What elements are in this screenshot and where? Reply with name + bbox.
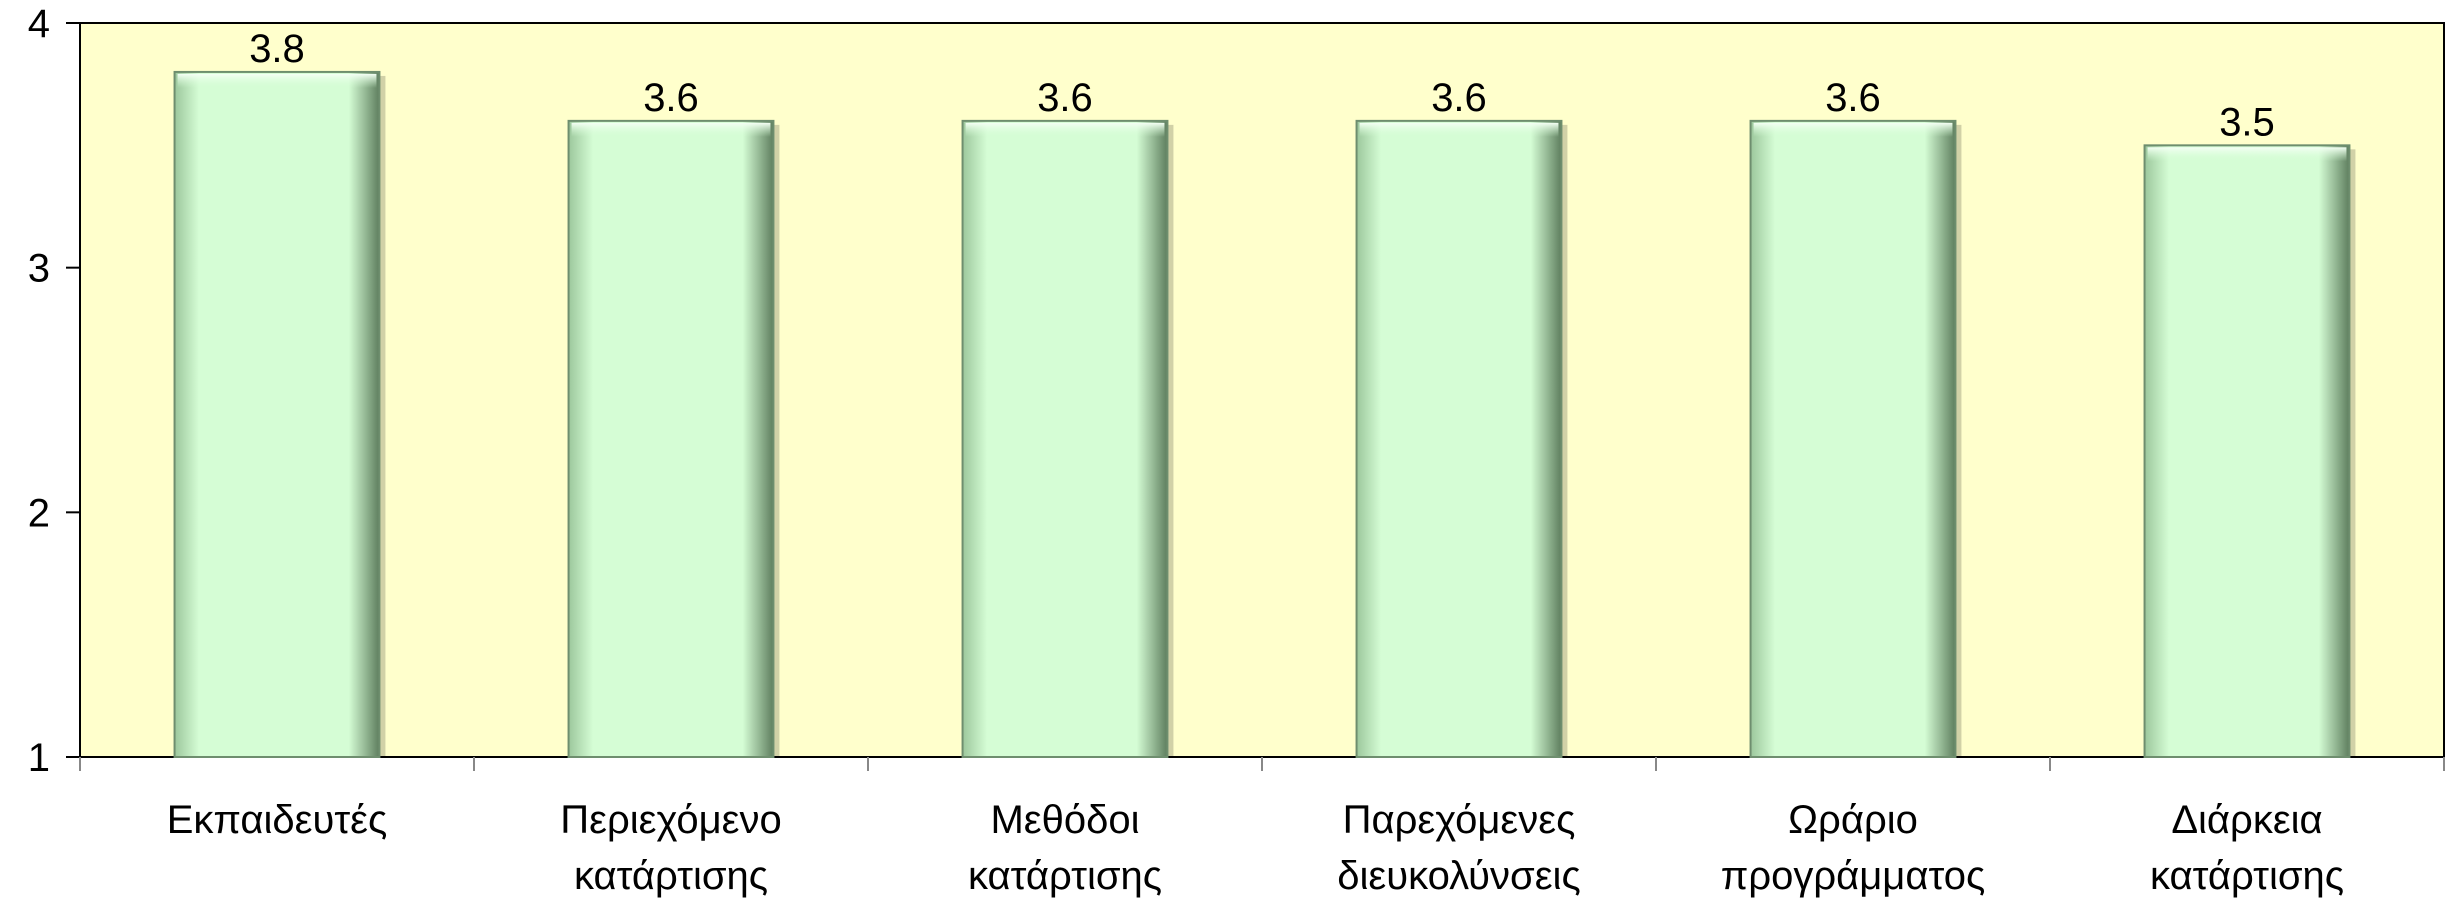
bar xyxy=(173,70,386,758)
y-tick-label: 1 xyxy=(28,736,50,780)
bar-highlight xyxy=(2147,147,2347,162)
bar xyxy=(2143,144,2356,759)
category-label: κατάρτισης xyxy=(968,854,1162,898)
y-tick-label: 2 xyxy=(28,491,50,535)
bar-body xyxy=(1355,119,1563,759)
category-label: Διάρκεια xyxy=(2171,798,2322,842)
data-labels-group: 3.8 3.6 3.6 3.6 3.6 3.5 xyxy=(249,27,2275,144)
bar-highlight xyxy=(965,122,1165,137)
bar xyxy=(567,119,780,759)
x-axis xyxy=(79,757,2445,771)
bar-body xyxy=(173,70,381,758)
y-axis: 1 2 3 4 xyxy=(28,2,80,780)
category-label: Εκπαιδευτές xyxy=(167,798,388,842)
bar xyxy=(1749,119,1962,759)
bar xyxy=(961,119,1174,759)
data-label: 3.6 xyxy=(1037,76,1093,120)
category-labels-group: Εκπαιδευτές Περιεχόμενο κατάρτισης Μεθόδοι κ… xyxy=(167,798,2344,898)
category-label: Παρεχόμενες xyxy=(1343,798,1576,842)
bar-body xyxy=(1749,119,1957,759)
bar-body xyxy=(961,119,1169,759)
bar-body xyxy=(2143,144,2351,759)
category-label: Περιεχόμενο xyxy=(560,798,781,842)
data-label: 3.8 xyxy=(249,27,305,71)
category-label: κατάρτισης xyxy=(574,854,768,898)
y-tick-label: 4 xyxy=(28,2,50,46)
data-label: 3.5 xyxy=(2219,100,2275,144)
bars-group xyxy=(173,70,2356,759)
bar-highlight xyxy=(177,73,377,88)
bar-body xyxy=(567,119,775,759)
bar-highlight xyxy=(1359,122,1559,137)
category-label: διευκολύνσεις xyxy=(1337,854,1580,898)
bar-highlight xyxy=(571,122,771,137)
data-label: 3.6 xyxy=(1431,76,1487,120)
y-tick-label: 3 xyxy=(28,247,50,291)
data-label: 3.6 xyxy=(1825,76,1881,120)
data-label: 3.6 xyxy=(643,76,699,120)
category-label: προγράμματος xyxy=(1721,854,1985,898)
plot-area xyxy=(79,22,2445,758)
bar-highlight xyxy=(1753,122,1953,137)
category-label: Μεθόδοι xyxy=(990,798,1139,842)
bar xyxy=(1355,119,1568,759)
category-label: Ωράριο xyxy=(1788,798,1918,842)
category-label: κατάρτισης xyxy=(2150,854,2344,898)
